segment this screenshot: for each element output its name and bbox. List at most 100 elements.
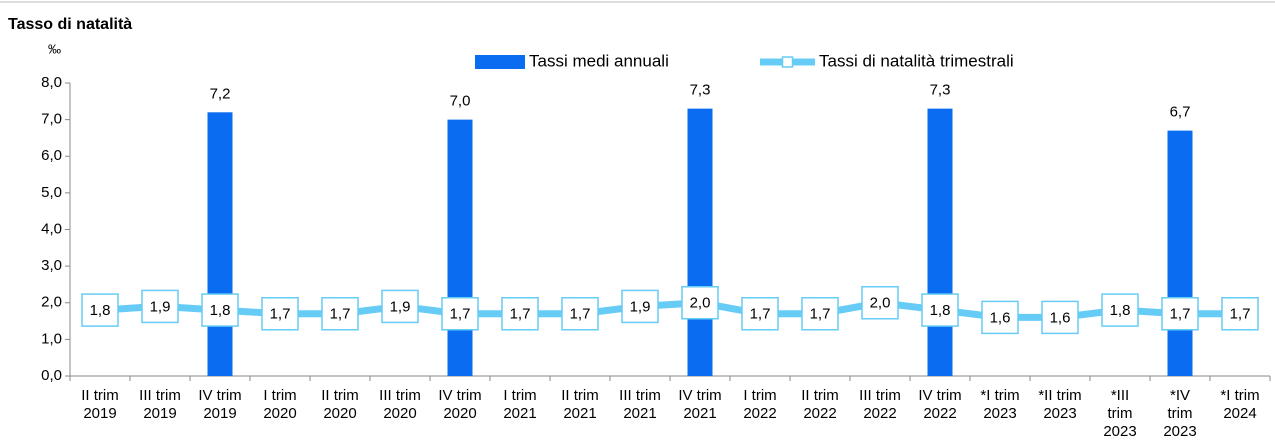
point-value-label: 1,7 bbox=[1170, 306, 1191, 323]
x-tick-label-line: III trim bbox=[379, 387, 421, 404]
bar bbox=[447, 119, 473, 376]
x-tick-label: IV trim 2022 bbox=[918, 387, 961, 422]
x-tick-label: II trim 2022 bbox=[801, 387, 839, 422]
x-tick-label-line: trim bbox=[1168, 405, 1193, 422]
x-tick-label-line: *I trim bbox=[980, 387, 1019, 404]
point-label-box bbox=[1041, 300, 1079, 335]
point-value-label: 1,8 bbox=[1110, 302, 1131, 319]
x-tick-label-line: *III bbox=[1111, 387, 1129, 404]
x-tick-label-line: *II trim bbox=[1038, 387, 1081, 404]
bar-value-label: 7,3 bbox=[690, 82, 711, 99]
x-tick-label: II trim 2019 bbox=[81, 387, 119, 422]
chart-title: Tasso di natalità bbox=[8, 16, 132, 33]
point-value-label: 1,7 bbox=[330, 306, 351, 323]
y-tick-label: 5,0 bbox=[41, 184, 62, 201]
y-tick-label: 7,0 bbox=[41, 111, 62, 128]
x-tick-label-line: 2023 bbox=[1163, 423, 1196, 440]
bar-value-label: 6,7 bbox=[1170, 104, 1191, 121]
point-value-label: 1,7 bbox=[510, 306, 531, 323]
x-tick-label-line: 2019 bbox=[143, 405, 176, 422]
x-tick-label-line: 2022 bbox=[923, 405, 956, 422]
legend-label: Tassi medi annuali bbox=[529, 51, 669, 70]
point-value-label: 1,9 bbox=[390, 298, 411, 315]
legend-marker bbox=[781, 56, 794, 68]
x-tick-label: I trim 2021 bbox=[503, 387, 536, 422]
point-value-label: 1,7 bbox=[750, 306, 771, 323]
x-tick-label-line: 2023 bbox=[1043, 405, 1076, 422]
point-label-box bbox=[321, 296, 359, 331]
x-tick-label-line: II trim bbox=[801, 387, 839, 404]
point-label-box bbox=[381, 289, 419, 324]
x-tick-label: *I trim 2023 bbox=[980, 387, 1019, 422]
point-value-label: 1,7 bbox=[810, 306, 831, 323]
legend-label: Tassi di natalità trimestrali bbox=[819, 51, 1014, 70]
x-tick-label-line: 2024 bbox=[1223, 405, 1256, 422]
x-tick-label: III trim 2019 bbox=[139, 387, 181, 422]
point-value-label: 1,7 bbox=[270, 306, 291, 323]
x-tick-label-line: III trim bbox=[859, 387, 901, 404]
point-label-box bbox=[501, 296, 539, 331]
bar-value-label: 7,0 bbox=[450, 93, 471, 110]
point-value-label: 2,0 bbox=[870, 295, 891, 312]
point-value-label: 1,9 bbox=[630, 298, 651, 315]
point-label-box bbox=[681, 286, 719, 320]
point-label-box bbox=[201, 293, 239, 327]
x-tick-label-line: 2021 bbox=[503, 405, 536, 422]
point-value-label: 2,0 bbox=[690, 295, 711, 312]
y-tick-label: 2,0 bbox=[41, 294, 62, 311]
point-label-box bbox=[261, 296, 299, 331]
point-value-label: 1,8 bbox=[210, 302, 231, 319]
x-tick-label: IV trim 2021 bbox=[678, 387, 721, 422]
x-tick-label-line: *I trim bbox=[1220, 387, 1259, 404]
bar-value-label: 7,2 bbox=[210, 85, 231, 102]
x-tick-label-line: 2022 bbox=[863, 405, 896, 422]
x-tick-label: *III trim 2023 bbox=[1103, 387, 1136, 440]
x-tick-label: IV trim 2020 bbox=[438, 387, 481, 422]
x-tick-label-line: 2021 bbox=[683, 405, 716, 422]
point-label-box bbox=[561, 296, 599, 331]
x-tick-label: II trim 2020 bbox=[321, 387, 359, 422]
x-tick-label-line: IV trim bbox=[438, 387, 481, 404]
x-tick-label-line: 2019 bbox=[83, 405, 116, 422]
x-tick-label: *II trim 2023 bbox=[1038, 387, 1081, 422]
x-tick-label: *IV trim 2023 bbox=[1163, 387, 1196, 440]
x-tick-label-line: 2023 bbox=[1103, 423, 1136, 440]
bar-value-label: 7,3 bbox=[930, 82, 951, 99]
legend-swatch bbox=[475, 55, 525, 69]
x-tick-label-line: I trim bbox=[743, 387, 776, 404]
y-tick-label: 0,0 bbox=[41, 367, 62, 384]
point-value-label: 1,8 bbox=[90, 302, 111, 319]
x-tick-label-line: 2022 bbox=[803, 405, 836, 422]
x-tick-label-line: 2020 bbox=[443, 405, 476, 422]
point-label-box bbox=[1221, 296, 1259, 331]
point-value-label: 1,7 bbox=[1230, 306, 1251, 323]
x-tick-label-line: II trim bbox=[321, 387, 359, 404]
x-tick-label-line: 2021 bbox=[623, 405, 656, 422]
x-tick-label: III trim 2020 bbox=[379, 387, 421, 422]
point-label-box bbox=[621, 289, 659, 324]
point-label-box bbox=[981, 300, 1019, 335]
x-tick-label-line: II trim bbox=[561, 387, 599, 404]
point-value-label: 1,7 bbox=[450, 306, 471, 323]
x-tick-label: III trim 2021 bbox=[619, 387, 661, 422]
y-tick-label: 4,0 bbox=[41, 220, 62, 237]
x-tick-label-line: 2020 bbox=[263, 405, 296, 422]
x-tick-label-line: I trim bbox=[503, 387, 536, 404]
point-label-box bbox=[441, 296, 479, 331]
bar bbox=[927, 108, 953, 376]
x-tick-label-line: 2020 bbox=[323, 405, 356, 422]
x-tick-label: *I trim 2024 bbox=[1220, 387, 1259, 422]
x-tick-label: I trim 2020 bbox=[263, 387, 296, 422]
x-tick-label-line: 2021 bbox=[563, 405, 596, 422]
point-label-box bbox=[81, 293, 119, 327]
point-label-box bbox=[1161, 296, 1199, 331]
x-tick-label-line: III trim bbox=[139, 387, 181, 404]
x-tick-label-line: trim bbox=[1108, 405, 1133, 422]
bar bbox=[207, 112, 233, 377]
point-label-box bbox=[861, 286, 899, 320]
point-value-label: 1,6 bbox=[1050, 309, 1071, 326]
point-label-box bbox=[801, 296, 839, 331]
x-tick-label: I trim 2022 bbox=[743, 387, 776, 422]
y-tick-label: 1,0 bbox=[41, 330, 62, 347]
